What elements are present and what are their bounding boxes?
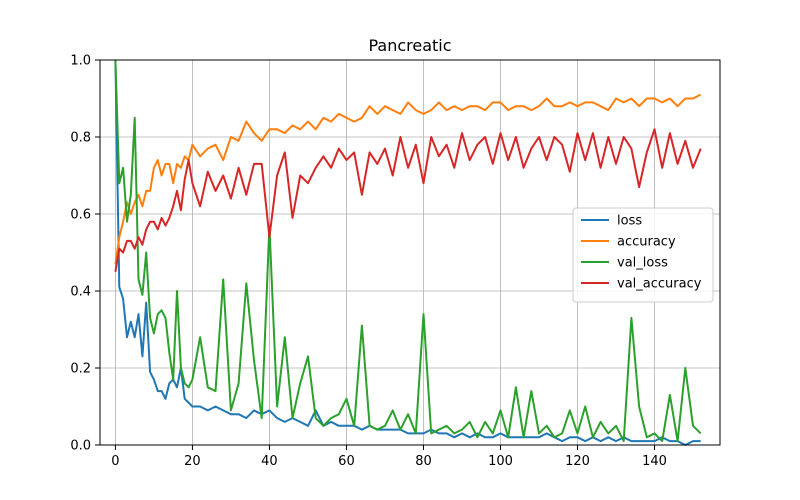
x-tick-label: 60 bbox=[338, 454, 355, 469]
x-tick-label: 80 bbox=[415, 454, 432, 469]
axis-layer: 0 20 40 60 80 100 120 140 0.0 0.2 0.4 0.6 0.8 1.0 bbox=[70, 54, 667, 470]
x-tick-label: 140 bbox=[642, 454, 667, 469]
x-tick-label: 100 bbox=[488, 454, 513, 469]
y-tick-label: 0.8 bbox=[70, 131, 91, 146]
legend-label-accuracy: accuracy bbox=[617, 235, 676, 250]
y-tick-label: 0.0 bbox=[70, 439, 91, 454]
y-tick-label: 0.6 bbox=[70, 208, 91, 223]
plot-frame bbox=[99, 59, 721, 446]
chart-title: Pancreatic bbox=[368, 36, 451, 55]
x-tick-label: 40 bbox=[261, 454, 278, 469]
series-line-val-accuracy bbox=[114, 128, 702, 272]
legend: loss accuracy val_loss val_accuracy bbox=[572, 207, 714, 303]
legend-label-val-accuracy: val_accuracy bbox=[617, 277, 702, 292]
series-line-val-loss bbox=[114, 59, 702, 443]
y-tick-label: 1.0 bbox=[70, 54, 91, 69]
legend-label-loss: loss bbox=[617, 214, 642, 229]
x-tick-label: 0 bbox=[111, 454, 119, 469]
x-tick-label: 20 bbox=[184, 454, 201, 469]
series-line-accuracy bbox=[114, 93, 702, 265]
series-layer bbox=[114, 59, 702, 446]
x-tick-label: 120 bbox=[565, 454, 590, 469]
legend-box bbox=[572, 207, 714, 303]
y-tick-label: 0.2 bbox=[70, 362, 91, 377]
y-tick-label: 0.4 bbox=[70, 285, 91, 300]
legend-label-val-loss: val_loss bbox=[617, 256, 668, 271]
